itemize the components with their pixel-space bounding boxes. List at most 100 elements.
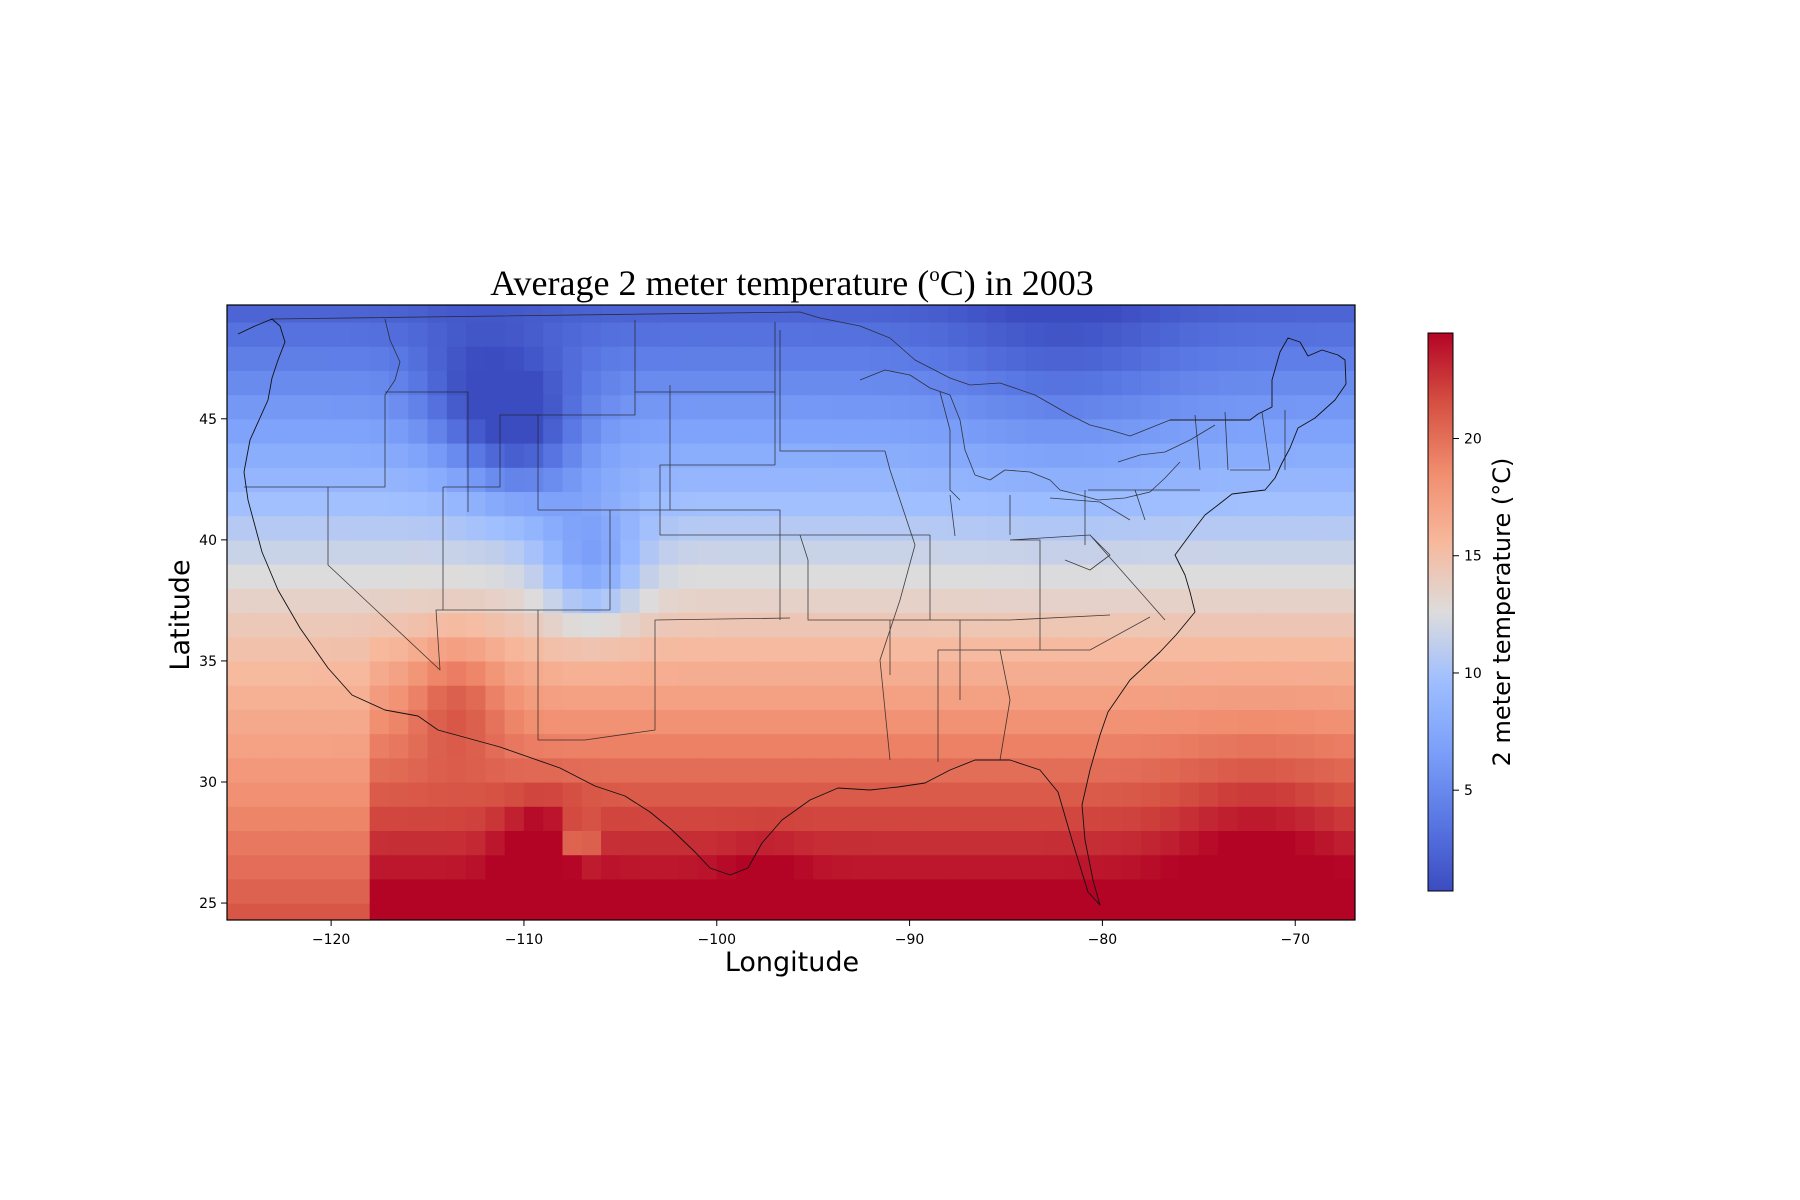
heatmap-cell [234,443,255,468]
heatmap-cell [871,903,891,920]
heatmap-cell [1083,370,1103,396]
heatmap-cell [1218,660,1238,686]
heatmap-cell [928,418,949,444]
heatmap-cell [1256,806,1277,832]
heatmap-cell [1256,903,1277,920]
heatmap-cell [1295,660,1316,686]
heatmap-cell [408,491,429,517]
heatmap-cell [1333,321,1354,347]
heatmap-cell [1256,612,1277,638]
heatmap-cell [227,878,236,904]
heatmap-cell [620,781,641,807]
heatmap-cell [350,394,371,420]
chart-title: Average 2 meter temperature (oC) in 2003 [490,262,1094,303]
heatmap-cell [1083,588,1103,614]
heatmap-cell [466,636,486,662]
heatmap-cell [601,709,621,735]
heatmap-cell [523,305,544,323]
heatmap-cell [793,685,814,710]
heatmap-cell [369,878,390,904]
y-tick-label: 30 [199,775,217,791]
heatmap-cell [504,854,525,880]
heatmap-cell [543,370,564,396]
heatmap-cell [755,467,776,493]
heatmap-cell [1140,515,1161,541]
heatmap-cell [1218,539,1238,565]
heatmap-cell [408,588,429,614]
heatmap-cell [1025,305,1046,323]
heatmap-cell [1275,854,1296,880]
heatmap-cell [697,443,718,468]
heatmap-cell [928,636,949,662]
heatmap-cell [1333,394,1354,420]
heatmap-cell [909,321,930,347]
heatmap-cell [350,806,371,832]
heatmap-cell [774,830,795,856]
heatmap-cell [774,757,795,783]
heatmap-cell [1275,394,1296,420]
heatmap-cell [851,467,872,493]
heatmap-cell [890,781,911,807]
heatmap-cell [639,806,660,832]
heatmap-cell [504,467,525,493]
heatmap-cell [736,346,756,371]
heatmap-cell [909,709,930,735]
y-tick-label: 25 [199,896,217,912]
heatmap-cell [871,467,891,493]
heatmap-cell [388,305,409,323]
heatmap-cell [1218,305,1238,323]
heatmap-cell [774,854,795,880]
heatmap-cell [1102,781,1123,807]
heatmap-cell [1179,636,1200,662]
heatmap-cell [1063,564,1084,589]
heatmap-cell [716,370,737,396]
heatmap-cell [1333,418,1354,444]
heatmap-cell [427,346,448,371]
heatmap-cell [851,830,872,856]
heatmap-cell [543,394,564,420]
heatmap-cell [948,612,969,638]
heatmap-cell [1121,491,1142,517]
heatmap-cell [1333,806,1354,832]
heatmap-cell [948,903,969,920]
heatmap-cell [755,806,776,832]
heatmap-cell [253,418,274,444]
heatmap-cell [427,418,448,444]
heatmap-cell [909,757,930,783]
heatmap-cell [1140,588,1161,614]
heatmap-cell [967,305,988,323]
heatmap-cell [601,539,621,565]
heatmap-cell [466,467,486,493]
heatmap-cell [581,636,602,662]
heatmap-cell [1160,443,1181,468]
heatmap-cell [697,467,718,493]
heatmap-cell [1102,491,1123,517]
heatmap-cell [774,564,795,589]
heatmap-cell [581,305,602,323]
heatmap-cell [581,709,602,735]
heatmap-cell [273,418,294,444]
heatmap-cell [504,878,525,904]
heatmap-cell [1160,685,1181,710]
heatmap-cell [697,321,718,347]
heatmap-cell [793,757,814,783]
heatmap-cell [523,878,544,904]
heatmap-cell [1275,321,1296,347]
heatmap-cell [369,394,390,420]
heatmap-cell [234,588,255,614]
heatmap-cell [446,588,467,614]
heatmap-cell [485,878,506,904]
heatmap-cell [1314,370,1335,396]
heatmap-cell [504,491,525,517]
heatmap-cell [562,418,583,444]
heatmap-cell [1218,781,1238,807]
heatmap-cell [1218,394,1238,420]
heatmap-cell [331,515,351,541]
heatmap-cell [485,854,506,880]
heatmap-cell [1256,443,1277,468]
heatmap-cell [928,878,949,904]
heatmap-cell [1140,612,1161,638]
heatmap-cell [1198,685,1219,710]
heatmap-cell [485,830,506,856]
heatmap-cell [1237,660,1258,686]
